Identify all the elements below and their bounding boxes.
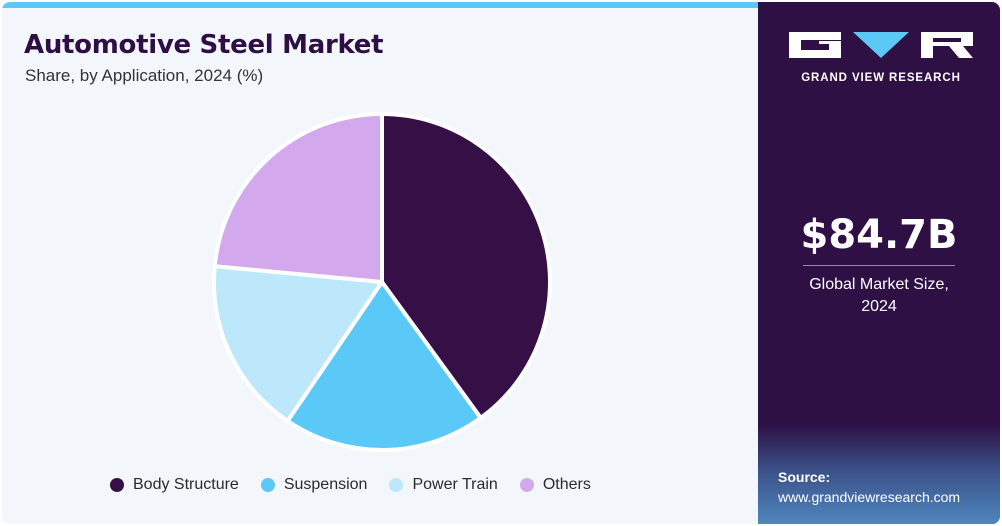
pie-slice-others bbox=[212, 112, 384, 284]
chart-title: Automotive Steel Market bbox=[24, 30, 384, 60]
pie-chart bbox=[212, 112, 552, 452]
legend-label-others: Others bbox=[542, 476, 591, 493]
legend-label-power-train: Power Train bbox=[412, 476, 498, 493]
legend-item-others: Others bbox=[519, 476, 591, 494]
market-size-label: Global Market Size, 2024 bbox=[758, 274, 1000, 318]
legend-dot-body-structure bbox=[110, 478, 124, 492]
market-size-value: $84.7B bbox=[800, 212, 958, 258]
chart-legend: Body Structure Suspension Power Train Other… bbox=[110, 476, 613, 494]
accent-bar bbox=[2, 2, 758, 8]
legend-label-suspension: Suspension bbox=[283, 476, 368, 493]
market-size-divider bbox=[803, 265, 955, 266]
legend-dot-others bbox=[519, 478, 534, 492]
pie-slice-power-train bbox=[212, 264, 384, 423]
legend-label-body-structure: Body Structure bbox=[133, 476, 239, 493]
info-panel-gradient bbox=[758, 424, 1000, 524]
source-url[interactable]: www.grandviewresearch.com bbox=[778, 489, 961, 505]
legend-item-body-structure: Body Structure bbox=[110, 476, 239, 494]
legend-item-power-train: Power Train bbox=[389, 476, 498, 494]
market-size-label-line1: Global Market Size, bbox=[809, 276, 949, 293]
pie-slice-suspension bbox=[285, 280, 483, 452]
legend-item-suspension: Suspension bbox=[260, 476, 368, 494]
chart-subtitle: Share, by Application, 2024 (%) bbox=[25, 66, 264, 85]
market-size-label-line2: 2024 bbox=[861, 298, 897, 315]
gvr-logo-icon bbox=[789, 32, 973, 58]
legend-dot-suspension bbox=[260, 478, 275, 492]
source-label: Source: bbox=[778, 469, 831, 485]
brand-name: GRAND VIEW RESEARCH bbox=[801, 72, 961, 84]
info-panel: GRAND VIEW RESEARCH $84.7B Global Market… bbox=[758, 2, 1000, 524]
legend-dot-power-train bbox=[389, 478, 404, 492]
pie-slice-body-structure bbox=[380, 112, 552, 420]
